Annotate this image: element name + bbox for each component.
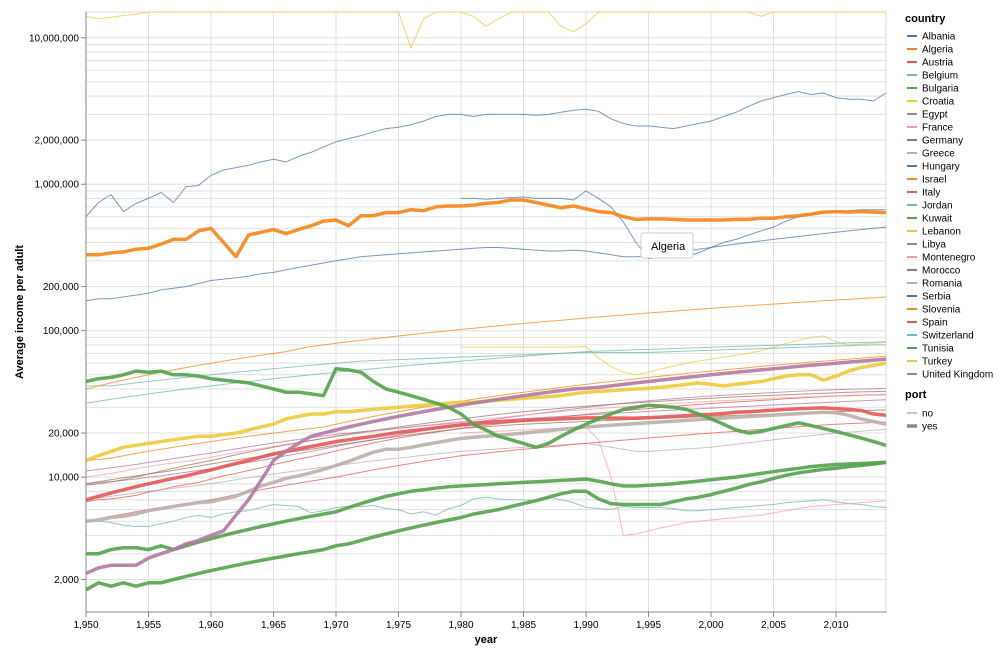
y-tick-label: 1,000,000 <box>35 180 80 191</box>
y-axis-title: Average income per adult <box>14 245 26 379</box>
legend-label-morocco: Morocco <box>922 266 961 277</box>
legend-title-port: port <box>905 389 927 401</box>
legend-label-turkey: Turkey <box>922 357 952 368</box>
legend-label-romania: Romania <box>922 279 962 290</box>
legend-size-label-no: no <box>922 409 934 420</box>
legend-label-croatia: Croatia <box>922 97 955 108</box>
series-line-austria <box>85 394 887 503</box>
legend-label-greece: Greece <box>922 149 955 160</box>
legend-label-libya: Libya <box>922 240 946 251</box>
legend-color-entries: Albania Algeria Austria Belgium Bulgaria Croa… <box>907 32 993 381</box>
tooltip: Algeria <box>640 232 694 259</box>
series-line-romania <box>85 428 887 501</box>
legend-label-serbia: Serbia <box>922 292 951 303</box>
series-line-hungary <box>85 91 887 218</box>
series-line-jordan <box>86 344 886 387</box>
x-tick-label: 1,995 <box>636 620 661 631</box>
series-line-libya <box>85 357 887 576</box>
series-line-italy <box>85 406 887 502</box>
legend-label-hungary: Hungary <box>922 162 960 173</box>
x-tick-label: 1,960 <box>198 620 223 631</box>
y-tick-label: 10,000 <box>48 473 79 484</box>
series-line-greece <box>85 410 887 523</box>
series-line-israel <box>85 355 887 461</box>
series-line-france <box>85 393 887 478</box>
y-tick-label: 200,000 <box>43 282 80 293</box>
x-tick-label: 1,975 <box>386 620 411 631</box>
series-line-croatia <box>461 335 887 376</box>
legend-label-israel: Israel <box>922 175 946 186</box>
series-line-germany <box>85 390 887 486</box>
legend-label-kuwait: Kuwait <box>922 214 952 225</box>
legend-label-austria: Austria <box>922 58 954 69</box>
x-axis: 1,950 1,955 1,960 1,965 1,970 1,975 1,980 1,985… <box>73 611 886 631</box>
legend-size-entries: no yes <box>907 409 938 433</box>
legend-label-france: France <box>922 123 954 134</box>
x-tick-label: 2,000 <box>698 620 723 631</box>
legend-label-algeria: Algeria <box>922 45 954 56</box>
y-axis: 2,000 10,000 20,000 100,000 200,000 1,000,000… <box>29 12 87 612</box>
legend: country Albania Algeria Austria Belgium Bulg… <box>905 13 993 433</box>
x-tick-label: 1,955 <box>136 620 161 631</box>
series-line-united-kingdom <box>85 399 887 472</box>
legend-label-bulgaria: Bulgaria <box>922 84 959 95</box>
legend-label-lebanon: Lebanon <box>922 227 961 238</box>
legend-label-jordan: Jordan <box>922 201 953 212</box>
y-tick-label: 2,000,000 <box>35 136 80 147</box>
series-line-belgium <box>86 496 887 527</box>
series-line-slovenia <box>85 296 887 390</box>
tooltip-text: Algeria <box>651 241 686 253</box>
plot-frame <box>85 11 887 613</box>
series-line-turkey <box>85 11 886 49</box>
x-tick-label: 1,990 <box>573 620 598 631</box>
y-tick-label: 100,000 <box>43 326 80 337</box>
y-tick-label: 20,000 <box>48 429 79 440</box>
x-tick-label: 1,985 <box>511 620 536 631</box>
series-line-switzerland <box>85 341 887 404</box>
legend-label-united-kingdom: United Kingdom <box>922 370 993 381</box>
legend-label-albania: Albania <box>922 32 956 43</box>
legend-title-country: country <box>905 13 946 25</box>
legend-label-tunisia: Tunisia <box>922 344 954 355</box>
series-line-montenegro <box>460 426 887 536</box>
legend-label-switzerland: Switzerland <box>922 331 974 342</box>
x-tick-label: 1,980 <box>448 620 473 631</box>
y-tick-label: 10,000,000 <box>29 33 79 44</box>
legend-label-montenegro: Montenegro <box>922 253 976 264</box>
series-line-kuwait <box>86 460 887 556</box>
grid <box>85 12 886 612</box>
x-tick-label: 2,005 <box>761 620 786 631</box>
x-tick-label: 2,010 <box>823 620 848 631</box>
x-axis-title: year <box>475 634 498 646</box>
series-line-bulgaria <box>85 460 887 592</box>
x-tick-label: 1,950 <box>73 620 98 631</box>
legend-label-italy: Italy <box>922 188 940 199</box>
x-tick-label: 1,970 <box>323 620 348 631</box>
y-tick-label: 2,000 <box>54 575 79 586</box>
legend-label-slovenia: Slovenia <box>922 305 961 316</box>
legend-label-germany: Germany <box>922 136 963 147</box>
legend-size-label-yes: yes <box>922 422 938 433</box>
legend-label-spain: Spain <box>922 318 948 329</box>
legend-label-egypt: Egypt <box>922 110 948 121</box>
series-lines <box>85 11 887 592</box>
series-line-serbia <box>85 226 887 302</box>
legend-label-belgium: Belgium <box>922 71 958 82</box>
series-line-algeria <box>86 198 887 259</box>
tooltip-box <box>640 232 694 259</box>
series-line-tunisia <box>85 366 887 450</box>
x-tick-label: 1,965 <box>261 620 286 631</box>
